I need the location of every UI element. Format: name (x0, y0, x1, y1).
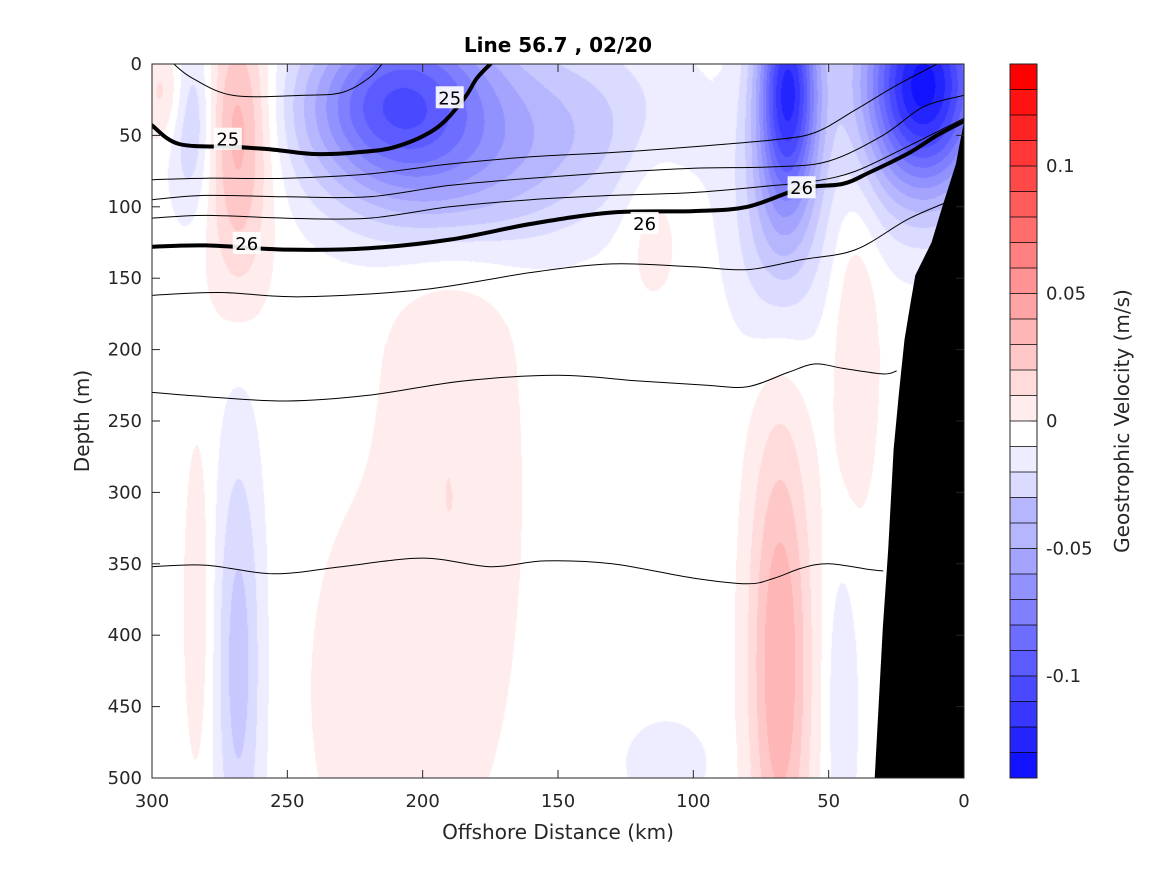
y-axis: 0 50 100 150 200 250 300 350 400 450 500 (108, 54, 964, 789)
y-tick-label: 50 (119, 125, 142, 146)
colorbar-tick-label: -0.1 (1046, 666, 1081, 687)
x-axis-label: Offshore Distance (km) (442, 820, 674, 844)
density-contour-26 (152, 119, 964, 252)
colorbar-label: Geostrophic Velocity (m/s) (1110, 289, 1134, 553)
colorbar-segment (1010, 64, 1037, 90)
y-tick-label: 450 (108, 697, 142, 718)
colorbar-segment (1010, 599, 1037, 626)
colorbar-segment (1010, 268, 1037, 294)
colorbar-segment (1010, 395, 1037, 422)
y-tick-label: 200 (108, 340, 142, 361)
bathymetry-shelf (874, 121, 964, 778)
colorbar-segment (1010, 89, 1037, 116)
contour-label: 25 (216, 130, 239, 151)
y-tick-label: 500 (108, 768, 142, 789)
x-tick-label: 200 (405, 791, 439, 812)
colorbar-segment (1010, 242, 1037, 269)
contour-label: 26 (235, 234, 258, 255)
x-tick-label: 250 (270, 791, 304, 812)
plot-area: 25 25 26 26 26 (152, 64, 964, 778)
y-tick-label: 100 (108, 197, 142, 218)
y-tick-label: 400 (108, 625, 142, 646)
density-contour-26-7 (152, 557, 884, 585)
density-contour-26-5 (152, 363, 897, 402)
contour-label: 26 (633, 214, 656, 235)
colorbar-segment (1010, 421, 1037, 447)
contour-label-bg (213, 127, 242, 150)
colorbar-segment (1010, 625, 1037, 651)
x-tick-label: 100 (676, 791, 710, 812)
colorbar-segment (1010, 166, 1037, 192)
velocity-field (152, 64, 964, 778)
x-tick-label: 300 (135, 791, 169, 812)
y-tick-label: 0 (131, 54, 142, 75)
contour-label-bg (232, 231, 261, 254)
y-tick-label: 250 (108, 411, 142, 432)
x-axis: 300 250 200 150 100 50 0 (135, 64, 970, 812)
density-contour-25-9 (152, 117, 964, 220)
y-axis-label: Depth (m) (70, 370, 94, 472)
colorbar-segment (1010, 217, 1037, 243)
contour-label-bg (630, 211, 659, 234)
colorbar-segment (1010, 140, 1037, 167)
colorbar-segment (1010, 370, 1037, 396)
x-tick-label: 50 (817, 791, 840, 812)
y-tick-label: 350 (108, 554, 142, 575)
x-tick-label: 150 (541, 791, 575, 812)
colorbar-tick-label: 0.05 (1046, 284, 1086, 305)
colorbar-segment (1010, 727, 1037, 753)
colorbar-segment (1010, 650, 1037, 677)
x-tick-label: 0 (958, 791, 969, 812)
colorbar-tick-label: 0.1 (1046, 156, 1075, 177)
colorbar-segment (1010, 701, 1037, 728)
colorbar-segment (1010, 319, 1037, 345)
colorbar-segment (1010, 293, 1037, 320)
colorbar: 0.1 0.05 0 -0.05 -0.1 (1009, 63, 1093, 779)
chart-title: Line 56.7 , 02/20 (464, 33, 652, 57)
colorbar-segment (1010, 344, 1037, 371)
contour-label: 26 (790, 178, 813, 199)
y-tick-label: 150 (108, 268, 142, 289)
y-tick-label: 300 (108, 482, 142, 503)
colorbar-tick-label: 0 (1046, 411, 1057, 432)
colorbar-segment (1010, 191, 1037, 218)
contour-label-bg (435, 86, 464, 109)
colorbar-segment (1010, 472, 1037, 498)
colorbar-segment (1010, 446, 1037, 473)
contour-labels: 25 25 26 26 26 (213, 86, 816, 255)
colorbar-tick-label: -0.05 (1046, 539, 1093, 560)
density-contour-26-3 (152, 194, 964, 298)
density-contour-25-5 (152, 64, 938, 181)
colorbar-segment (1010, 548, 1037, 575)
contour-label-bg (787, 176, 816, 199)
colorbar-segment (1010, 574, 1037, 600)
density-contour-25-3 (173, 64, 383, 98)
density-contour-25-7 (152, 94, 964, 201)
colorbar-segment (1010, 523, 1037, 549)
colorbar-segment (1010, 676, 1037, 702)
contour-label: 25 (438, 88, 461, 109)
colorbar-segment (1010, 115, 1037, 141)
colorbar-segment (1010, 752, 1037, 779)
colorbar-segment (1010, 497, 1037, 524)
